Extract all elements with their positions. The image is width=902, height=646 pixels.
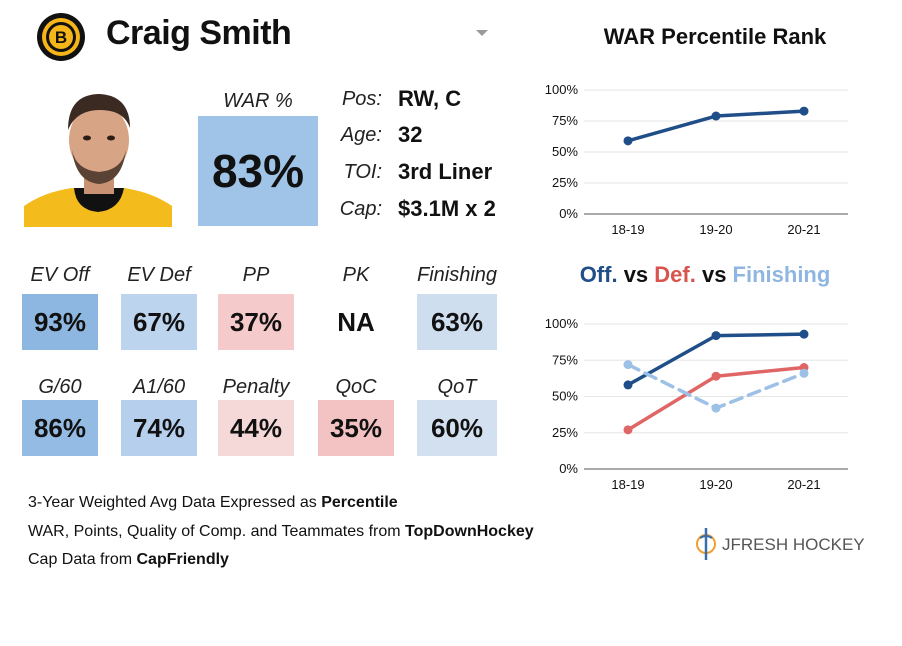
penalty-box: 44% (218, 400, 294, 456)
data-point (711, 371, 721, 381)
y-tick-label: 25% (552, 175, 578, 190)
finishing-label: Finishing (417, 264, 498, 286)
data-point (799, 368, 809, 378)
data-point (711, 403, 721, 413)
penalty-label: Penalty (222, 376, 290, 398)
pos-label: Pos: (341, 88, 382, 110)
note-line-3: Cap Data from CapFriendly (28, 551, 229, 569)
g60-box: 86% (22, 400, 98, 456)
qot-box: 60% (417, 400, 497, 456)
data-point (799, 329, 809, 339)
qot-label: QoT (437, 376, 477, 398)
x-tick-label: 18-19 (611, 477, 644, 492)
data-point (623, 360, 633, 370)
brand-mark-icon (696, 528, 716, 560)
svg-text:B: B (55, 28, 67, 47)
chart2-title: Off. vs Def. vs Finishing (560, 262, 850, 288)
pp-label: PP (242, 264, 270, 286)
x-tick-label: 20-21 (787, 222, 820, 237)
note-line-2-bold: TopDownHockey (405, 523, 534, 540)
x-tick-label: 20-21 (787, 477, 820, 492)
a160-label: A1/60 (132, 376, 186, 398)
ev-off-box: 93% (22, 294, 98, 350)
bruins-logo-icon: B (36, 12, 86, 62)
pk-box: NA (318, 294, 394, 350)
y-tick-label: 0% (559, 206, 578, 221)
data-point (623, 425, 633, 435)
finishing-box: 63% (417, 294, 497, 350)
cap-label: Cap: (339, 198, 382, 220)
off-def-finishing-chart: 0% 25% 50% 75% 100% 18-19 19-20 20-21 (545, 316, 848, 492)
y-tick-label: 75% (552, 113, 578, 128)
dropdown-caret-icon[interactable] (476, 30, 488, 36)
a160-box: 74% (121, 400, 197, 456)
chart2-title-part: Finishing (732, 262, 831, 287)
data-point (799, 106, 809, 116)
data-point (623, 380, 633, 390)
toi-value: 3rd Liner (398, 159, 493, 184)
note-line-3-bold: CapFriendly (136, 551, 229, 568)
war-label: WAR % (223, 90, 293, 112)
pos-value: RW, C (398, 86, 462, 111)
data-point (711, 331, 721, 341)
x-tick-label: 19-20 (699, 222, 732, 237)
note-line-1-bold: Percentile (321, 494, 398, 511)
data-point (623, 136, 633, 146)
brand-logo: JFRESH HOCKEY (696, 524, 876, 564)
x-tick-label: 18-19 (611, 222, 644, 237)
pk-label: PK (342, 264, 370, 286)
brand-text: JFRESH HOCKEY (722, 535, 865, 554)
note-line-1: 3-Year Weighted Avg Data Expressed as Pe… (28, 494, 398, 512)
ev-def-box: 67% (121, 294, 197, 350)
chart2-title-part: vs (695, 262, 733, 287)
ev-off-label: EV Off (30, 264, 90, 286)
ev-def-label: EV Def (127, 264, 191, 286)
chart2-title-part: vs (617, 262, 655, 287)
y-tick-label: 50% (552, 389, 578, 404)
chart1-title: WAR Percentile Rank (603, 24, 827, 49)
g60-label: G/60 (38, 376, 82, 398)
note-line-2-text: WAR, Points, Quality of Comp. and Teamma… (28, 523, 406, 540)
y-tick-label: 100% (545, 82, 579, 97)
war-percentile-chart: 0% 25% 50% 75% 100% 18-19 19-20 20-21 (545, 82, 848, 237)
chart2-title-part: Def. (654, 262, 696, 287)
y-tick-label: 100% (545, 316, 579, 331)
qoc-label: QoC (335, 376, 377, 398)
cap-value: $3.1M x 2 (398, 196, 496, 221)
y-tick-label: 50% (552, 144, 578, 159)
note-line-2: WAR, Points, Quality of Comp. and Teamma… (28, 523, 534, 541)
war-value-box: 83% (198, 116, 318, 226)
toi-label: TOI: (343, 161, 382, 183)
pp-box: 37% (218, 294, 294, 350)
y-tick-label: 25% (552, 425, 578, 440)
qoc-box: 35% (318, 400, 394, 456)
x-tick-label: 19-20 (699, 477, 732, 492)
y-tick-label: 0% (559, 461, 578, 476)
age-value: 32 (398, 122, 423, 147)
player-photo (24, 84, 172, 227)
data-point (711, 111, 721, 121)
player-name: Craig Smith (106, 14, 292, 52)
chart2-title-part: Off. (579, 262, 618, 287)
note-line-3-text: Cap Data from (28, 551, 137, 568)
note-line-1-text: 3-Year Weighted Avg Data Expressed as (28, 494, 322, 511)
y-tick-label: 75% (552, 352, 578, 367)
age-label: Age: (340, 124, 382, 146)
